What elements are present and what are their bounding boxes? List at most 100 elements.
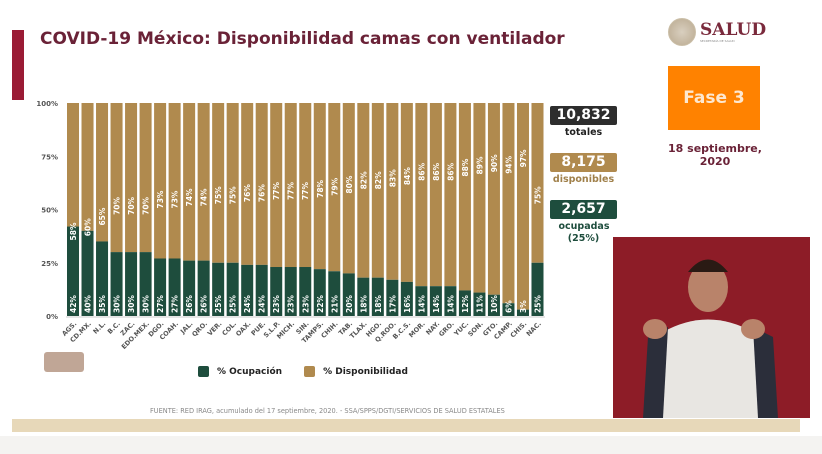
data-label-ocupacion: 6%	[504, 300, 513, 313]
data-label-ocupacion: 30%	[113, 295, 122, 313]
data-label-disponibilidad: 75%	[229, 186, 238, 204]
bar-ocupacion	[67, 226, 80, 316]
bar-ocupacion	[241, 264, 254, 316]
data-label-disponibilidad: 77%	[301, 182, 310, 200]
data-label-disponibilidad: 73%	[156, 190, 165, 208]
data-label-disponibilidad: 75%	[214, 186, 223, 204]
bar-disponibilidad	[183, 103, 196, 261]
data-label-ocupacion: 26%	[185, 295, 194, 313]
category-label: CHIS.	[509, 320, 529, 340]
data-label-disponibilidad: 60%	[84, 218, 93, 236]
data-label-disponibilidad: 58%	[69, 222, 78, 240]
bar-ocupacion	[299, 267, 312, 316]
data-label-ocupacion: 25%	[533, 295, 542, 313]
legend-occupied: % Ocupación	[198, 366, 282, 377]
y-tick-label: 75%	[41, 153, 58, 161]
bar-disponibilidad	[154, 103, 167, 259]
bar-ocupacion	[386, 279, 399, 316]
y-tick-label: 50%	[41, 207, 58, 215]
data-label-ocupacion: 12%	[461, 295, 470, 313]
data-label-ocupacion: 23%	[287, 295, 296, 313]
legend-label: % Ocupación	[217, 367, 283, 377]
data-label-ocupacion: 18%	[359, 295, 368, 313]
data-label-ocupacion: 40%	[84, 295, 93, 313]
bar-disponibilidad	[357, 103, 370, 278]
data-label-ocupacion: 11%	[475, 295, 484, 313]
bar-disponibilidad	[226, 103, 239, 263]
bar-disponibilidad	[168, 103, 181, 259]
legend-label: % Disponibilidad	[323, 367, 408, 377]
bar-ocupacion	[154, 258, 167, 316]
data-label-disponibilidad: 77%	[272, 182, 281, 200]
interpreter-figure	[643, 259, 778, 418]
data-label-disponibilidad: 86%	[432, 162, 441, 180]
category-label: N.L.	[92, 320, 108, 336]
stat-total: 10,832 totales	[550, 106, 617, 139]
legend: % Ocupación % Disponibilidad	[198, 366, 408, 377]
category-label: GRO.	[437, 320, 456, 339]
bar-ocupacion	[487, 294, 500, 316]
bar-disponibilidad	[458, 103, 471, 291]
bar-ocupacion	[400, 281, 413, 316]
source-footer: FUENTE: RED IRAG, acumulado del 17 septi…	[150, 407, 505, 415]
bottom-band	[12, 419, 800, 432]
data-label-disponibilidad: 89%	[475, 156, 484, 174]
data-label-disponibilidad: 94%	[504, 155, 513, 173]
data-label-disponibilidad: 70%	[113, 196, 122, 214]
emblem-icon	[44, 352, 84, 372]
bar-ocupacion	[328, 271, 341, 316]
bar-disponibilidad	[284, 103, 297, 268]
data-label-disponibilidad: 83%	[388, 169, 397, 187]
bar-ocupacion	[473, 292, 486, 316]
bar-disponibilidad	[516, 103, 529, 310]
stat-available: 8,175 disponibles	[550, 153, 617, 186]
stat-occupied-label: ocupadas (25%)	[558, 221, 610, 244]
data-label-ocupacion: 30%	[127, 295, 136, 313]
bar-ocupacion	[212, 262, 225, 316]
data-label-disponibilidad: 82%	[359, 171, 368, 189]
legend-swatch	[198, 366, 209, 377]
data-label-disponibilidad: 65%	[98, 207, 107, 225]
data-label-ocupacion: 42%	[69, 295, 78, 313]
data-label-disponibilidad: 77%	[287, 182, 296, 200]
page-title: COVID-19 México: Disponibilidad camas co…	[40, 29, 565, 49]
data-label-ocupacion: 16%	[403, 295, 412, 313]
category-label: SON.	[466, 320, 484, 338]
bar-disponibilidad	[270, 103, 283, 268]
data-label-ocupacion: 10%	[490, 295, 499, 313]
category-label: YUC.	[452, 320, 471, 339]
stat-available-value: 8,175	[550, 153, 617, 172]
bar-ocupacion	[342, 273, 355, 316]
data-label-disponibilidad: 84%	[403, 167, 412, 185]
phase-badge: Fase 3	[668, 66, 760, 130]
category-label: NAC.	[525, 320, 543, 338]
bar-disponibilidad	[502, 103, 515, 304]
seal-icon	[668, 18, 696, 46]
bar-disponibilidad	[531, 103, 544, 263]
accent-bar	[12, 30, 24, 100]
bar-ocupacion	[458, 290, 471, 316]
y-tick-label: 0%	[46, 313, 58, 321]
bar-ocupacion	[197, 260, 210, 316]
data-label-disponibilidad: 75%	[533, 186, 542, 204]
data-label-ocupacion: 22%	[316, 295, 325, 313]
data-label-disponibilidad: 97%	[519, 149, 528, 167]
stat-total-label: totales	[564, 127, 603, 138]
bar-ocupacion	[516, 309, 529, 316]
bar-disponibilidad	[67, 103, 80, 227]
bar-ocupacion	[110, 252, 123, 316]
stat-total-value: 10,832	[550, 106, 617, 125]
data-label-disponibilidad: 74%	[200, 188, 209, 206]
bar-disponibilidad	[400, 103, 413, 282]
data-label-disponibilidad: 70%	[127, 196, 136, 214]
data-label-ocupacion: 30%	[142, 295, 151, 313]
data-label-disponibilidad: 76%	[258, 184, 267, 202]
stat-available-label: disponibles	[552, 174, 615, 185]
data-label-ocupacion: 17%	[388, 295, 397, 313]
data-label-ocupacion: 25%	[214, 295, 223, 313]
bar-ocupacion	[415, 286, 428, 316]
data-label-ocupacion: 18%	[374, 295, 383, 313]
date-label: 18 septiembre, 2020	[668, 142, 762, 168]
bar-disponibilidad	[371, 103, 384, 278]
bar-ocupacion	[81, 230, 94, 316]
